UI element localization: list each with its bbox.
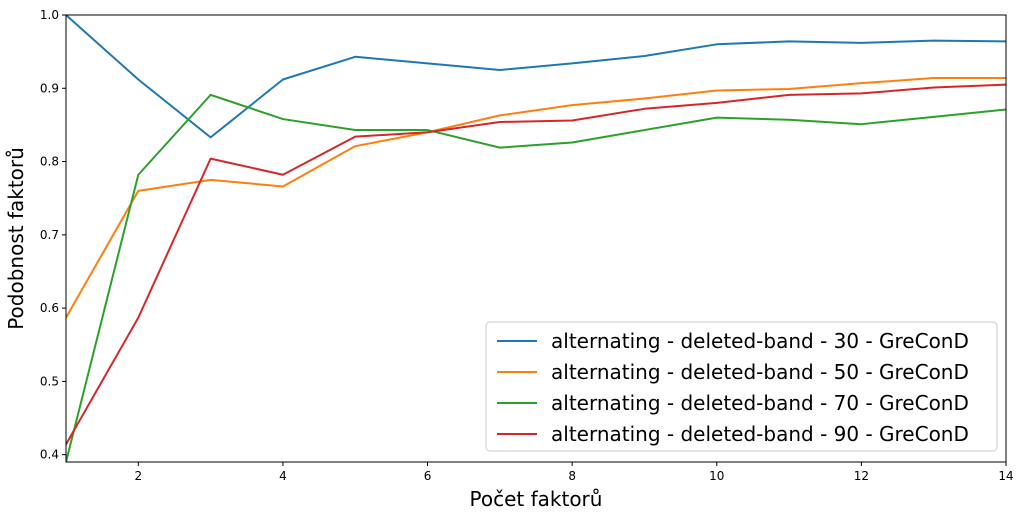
legend-label: alternating - deleted-band - 90 - GreCon…	[551, 422, 969, 446]
legend-box	[485, 321, 998, 452]
x-axis-ticks: 2 4 6 8 10 12 14	[134, 462, 1014, 483]
series-line-2	[66, 77, 1006, 320]
x-tick-label: 4	[279, 469, 287, 483]
x-tick-label: 2	[134, 469, 142, 483]
x-tick-label: 10	[709, 469, 724, 483]
series-line-3	[66, 93, 1006, 462]
y-axis-ticks: 0.4 0.5 0.6 0.7 0.8 0.9 1.0	[40, 8, 66, 462]
plot-frame	[65, 14, 1007, 463]
x-tick-label: 14	[998, 469, 1013, 483]
x-axis-title: Počet faktorů	[470, 487, 603, 511]
legend-label: alternating - deleted-band - 70 - GreCon…	[551, 391, 969, 415]
series-layer	[66, 15, 1006, 462]
y-axis-title: Podobnost faktorů	[4, 147, 28, 330]
x-tick-label: 8	[568, 469, 576, 483]
y-tick-label: 0.5	[40, 374, 59, 388]
y-tick-label: 0.9	[40, 81, 59, 95]
legend-label: alternating - deleted-band - 50 - GreCon…	[551, 360, 969, 384]
legend-label: alternating - deleted-band - 30 - GreCon…	[551, 329, 969, 353]
y-tick-label: 0.8	[40, 155, 59, 169]
y-tick-label: 0.4	[40, 448, 59, 462]
y-tick-label: 1.0	[40, 8, 59, 22]
x-tick-label: 6	[424, 469, 432, 483]
y-tick-label: 0.6	[40, 301, 59, 315]
legend: alternating - deleted-band - 30 - GreCon…	[485, 321, 998, 452]
series-line-1	[66, 15, 1006, 139]
series-line-4	[66, 83, 1006, 446]
x-tick-label: 12	[854, 469, 869, 483]
y-tick-label: 0.7	[40, 228, 59, 242]
